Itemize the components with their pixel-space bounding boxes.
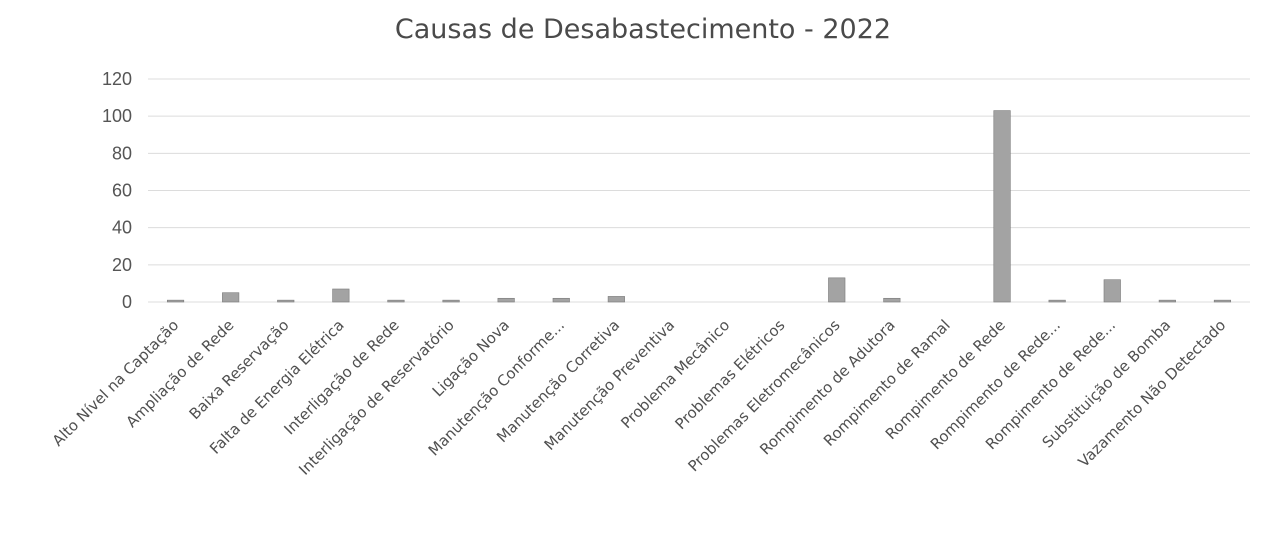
y-tick-label: 40 <box>112 218 132 238</box>
bar <box>332 288 350 303</box>
y-tick-label: 20 <box>112 255 132 275</box>
bar <box>607 296 625 303</box>
bar <box>1158 299 1176 303</box>
bar <box>993 110 1011 303</box>
bar <box>1048 299 1066 303</box>
y-tick-label: 120 <box>102 69 132 89</box>
bar <box>166 299 185 303</box>
bar <box>497 297 515 303</box>
bar <box>277 299 295 303</box>
bar <box>883 297 901 303</box>
bar <box>387 299 405 303</box>
y-tick-label: 60 <box>112 181 132 201</box>
x-tick-label: Ampliação de Rede <box>123 316 238 431</box>
bar <box>1213 299 1232 303</box>
bar <box>828 277 846 303</box>
x-tick-label: Baixa Reservação <box>186 316 293 423</box>
y-tick-label: 0 <box>122 292 132 312</box>
bar <box>1103 279 1121 303</box>
y-tick-label: 100 <box>102 106 132 126</box>
bar <box>552 297 570 303</box>
y-tick-label: 80 <box>112 143 132 163</box>
bar <box>442 299 460 303</box>
bar <box>222 292 240 303</box>
x-tick-label: Problema Mecânico <box>617 316 733 432</box>
chart-title: Causas de Desabastecimento - 2022 <box>394 14 892 45</box>
